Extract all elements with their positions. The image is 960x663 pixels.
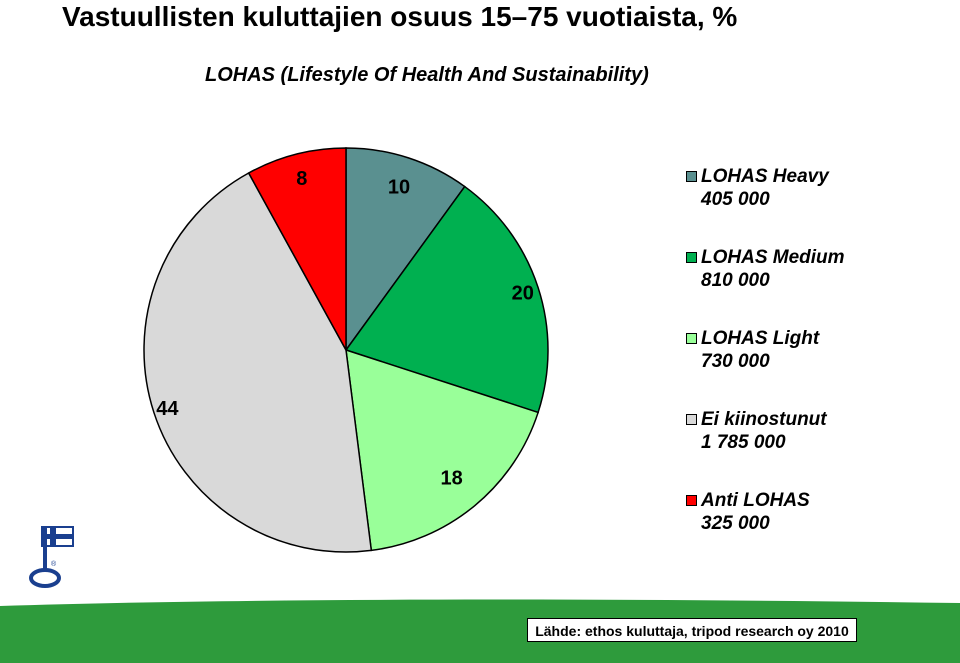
legend-count: 1 785 000 [701,432,786,453]
legend-count: 810 000 [701,270,770,291]
pie-data-labels: 10 20 18 44 8 [156,168,534,490]
pie-data-label: 10 [388,177,410,199]
chart-subtitle: LOHAS (Lifestyle Of Health And Sustainab… [205,64,649,86]
legend-swatch [686,333,697,344]
legend-count: 325 000 [701,513,770,534]
legend-swatch [686,414,697,425]
pie-data-label: 18 [440,468,462,490]
pie-slice-anti-lohas [247,147,347,351]
legend-label: LOHAS Heavy [701,166,829,187]
legend-label: Ei kiinostunut [701,409,827,430]
pie-data-label: 20 [512,283,534,305]
legend-count: 405 000 [701,189,770,210]
legend-label: LOHAS Medium [701,247,845,268]
source-note: Lähde: ethos kuluttaja, tripod research … [527,618,857,642]
svg-text:®: ® [51,560,57,568]
pie-slices [143,147,549,553]
legend-swatch [686,252,697,263]
footer-band [0,599,960,663]
legend-label: LOHAS Light [701,328,820,349]
legend-swatch [686,495,697,506]
legend-swatch [686,171,697,182]
chart-title: Vastuullisten kuluttajien osuus 15–75 vu… [62,1,738,32]
legend-label: Anti LOHAS [701,490,810,511]
pie-slice-lohas-heavy [345,147,466,353]
pie-slice-lohas-light [345,348,540,552]
pie-slice-lohas-medium [344,185,549,414]
legend-count: 730 000 [701,351,770,372]
pie-data-label: 44 [156,398,179,420]
key-flag-logo: ® [29,526,74,588]
pie-slice-ei-kiinostunut [143,171,373,553]
pie-data-label: 8 [296,168,307,190]
